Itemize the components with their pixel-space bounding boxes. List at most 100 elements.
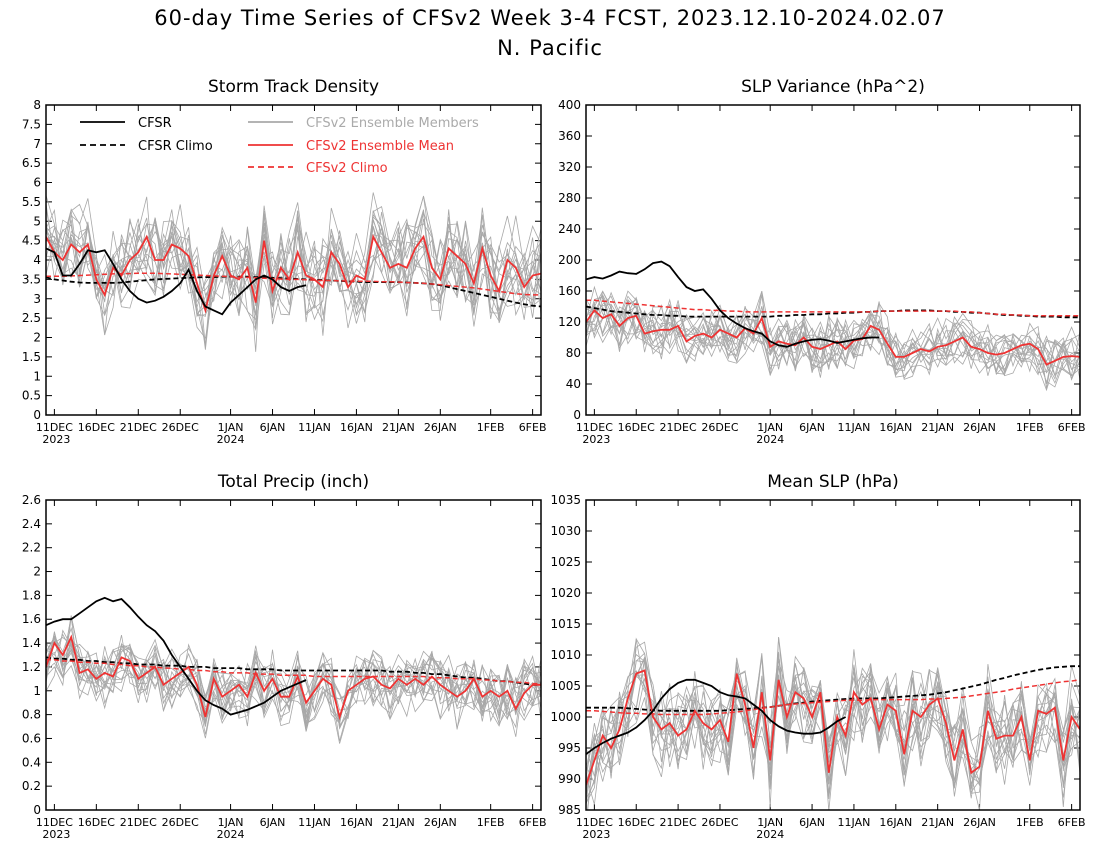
x-tick-label: 11JAN [298,816,331,829]
x-tick-label: 11DEC [36,816,73,829]
x-tick-label: 21DEC [660,816,697,829]
y-tick-label: 7 [33,137,41,151]
series-cfsr-climo-line [46,656,541,686]
series-cfsv2-climo-line [46,659,541,685]
x-tick-label: 26JAN [963,421,996,434]
x-tick-label: 6FEB [519,421,547,434]
x-tick-label: 1FEB [477,421,505,434]
y-tick-label: 8 [33,98,41,112]
y-tick-label: 5.5 [22,195,41,209]
y-tick-label: 1010 [550,648,581,662]
y-tick-label: 5 [33,214,41,228]
y-tick-label: 0 [573,408,581,422]
panel-mean-slp-hpa: Mean SLP (hPa) 985 990 995 1000 1005 1010 1015 1… [550,472,1085,841]
y-tick-label: 200 [558,253,581,267]
series-ensemble-member-line [46,195,541,317]
series-cfsv2-climo-line [46,272,541,296]
x-tick-label: 26DEC [162,816,199,829]
y-tick-label: 3.5 [22,272,41,286]
x-tick-label: 1JAN [218,816,244,829]
y-tick-label: 1 [33,369,41,383]
x-tick-label: 6FEB [1058,816,1086,829]
panel-title: Mean SLP (hPa) [767,472,899,492]
y-tick-label: 320 [558,160,581,174]
y-tick-label: 2 [33,331,41,345]
y-tick-label: 3 [33,292,41,306]
x-tick-label: 26JAN [424,816,457,829]
legend-item-cfsv2-ensemble-mean: CFSv2 Ensemble Mean [248,139,454,154]
x-tick-label: 11JAN [838,421,871,434]
x-tick-label: 21DEC [660,421,697,434]
legend-label: CFSR [138,116,172,131]
plot-area [586,260,1080,392]
y-tick-label: 80 [566,346,581,360]
chart-subtitle: N. Pacific [497,36,603,60]
series-ensemble-member-line [586,301,1080,378]
series-ensemble-member-line [46,635,541,728]
y-tick-label: 1.5 [22,350,41,364]
x-tick-label: 1JAN [757,421,783,434]
x-tick-label: 21JAN [921,421,954,434]
x-tick-label: 6JAN [260,816,286,829]
x-tick-label: 1FEB [1016,421,1044,434]
y-tick-label: 1.6 [22,612,41,626]
x-tick-label: 11JAN [298,421,331,434]
series-cfsv2-ensemble-mean-line [586,309,1080,366]
y-tick-label: 0.5 [22,389,41,403]
x-tick-label: 21DEC [120,816,157,829]
y-tick-label: 2.6 [22,493,41,507]
plot-area [586,637,1080,810]
legend-label: CFSv2 Climo [306,161,388,176]
x-tick-year-label: 2023 [42,433,70,446]
y-tick-label: 2.2 [22,541,41,555]
x-tick-label: 26JAN [424,421,457,434]
series-ensemble-member-line [587,663,1080,810]
y-tick-label: 1005 [550,679,581,693]
y-tick-label: 1.4 [22,636,41,650]
legend-label: CFSv2 Ensemble Members [306,116,479,131]
x-tick-year-label: 2024 [756,828,784,841]
y-tick-label: 40 [566,377,581,391]
legend-label: CFSR Climo [138,139,213,154]
x-tick-label: 21JAN [921,816,954,829]
x-tick-label: 11DEC [576,421,613,434]
legend-item-cfsv2-climo: CFSv2 Climo [248,161,388,176]
series-cfsr-line [46,596,307,716]
series-cfsr-line [586,260,880,348]
y-tick-label: 2.5 [22,311,41,325]
y-tick-label: 6.5 [22,156,41,170]
y-tick-label: 4.5 [22,234,41,248]
x-tick-label: 1FEB [477,816,505,829]
y-tick-label: 1.2 [22,660,41,674]
series-cfsv2-climo-line [586,299,1080,317]
series-ensemble-member-line [587,656,1080,810]
series-ensemble-member-line [46,210,541,340]
x-tick-label: 26DEC [701,816,738,829]
x-tick-label: 11DEC [36,421,73,434]
series-ensemble-member-line [586,306,1080,368]
x-tick-year-label: 2023 [582,828,610,841]
series-ensemble-member-line [46,616,541,727]
chart-main-title: 60-day Time Series of CFSv2 Week 3-4 FCS… [154,6,946,30]
y-tick-label: 1 [33,684,41,698]
y-tick-label: 400 [558,98,581,112]
series-cfsv2-ensemble-mean-line [46,634,541,721]
y-tick-label: 7.5 [22,117,41,131]
series-ensemble-member-line [586,657,1080,794]
y-tick-label: 4 [33,253,41,267]
x-tick-label: 16DEC [618,421,655,434]
x-tick-label: 11JAN [838,816,871,829]
x-tick-label: 6JAN [799,421,825,434]
y-tick-label: 2 [33,565,41,579]
panel-total-precip-inch: Total Precip (inch) 0 0.2 0.4 0.6 0.8 1 1.2 1.4 1… [22,472,547,841]
x-tick-label: 1JAN [218,421,244,434]
series-ensemble-member-line [586,290,1080,376]
plot-frame [585,499,1081,811]
y-tick-label: 360 [558,129,581,143]
legend-label: CFSv2 Ensemble Mean [306,139,454,154]
y-tick-label: 0 [33,803,41,817]
x-tick-label: 16JAN [340,421,373,434]
y-tick-label: 280 [558,191,581,205]
x-tick-label: 6JAN [799,816,825,829]
series-ensemble-member-line [586,291,1080,380]
